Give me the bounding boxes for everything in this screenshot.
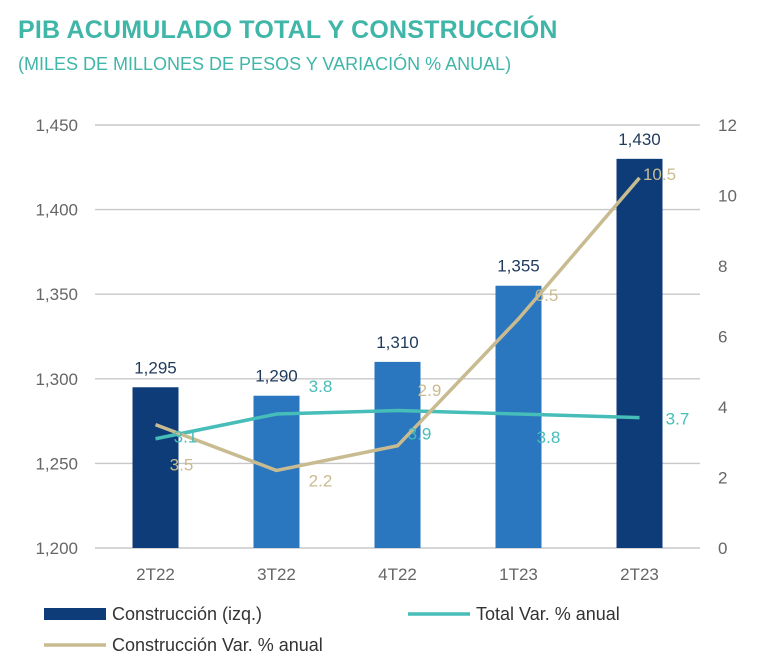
total-var-line-label: 3.9 [408,425,432,444]
total-var-line [155,408,640,441]
category-label: 4T22 [378,565,417,584]
right-tick-label: 6 [718,328,727,347]
bar-value-labels: 1,295 1,290 1,310 1,355 1,430 [134,130,661,386]
total-var-line-label: 3.1 [174,428,198,447]
legend: Construcción (izq.) Total Var. % anual Con… [44,604,620,655]
left-tick-label: 1,250 [35,454,78,473]
bar [616,158,663,548]
bar [374,361,421,548]
bar-value-label: 1,295 [134,358,177,377]
bar-value-label: 1,310 [376,333,419,352]
bar-value-label: 1,290 [255,367,298,386]
right-tick-label: 10 [718,187,737,206]
category-label: 3T22 [257,565,296,584]
bar-value-label: 1,430 [618,130,661,149]
left-tick-label: 1,450 [35,116,78,135]
right-tick-label: 4 [718,398,727,417]
total-var-line-label: 3.8 [309,377,333,396]
right-tick-label: 0 [718,539,727,558]
category-label: 1T23 [499,565,538,584]
category-labels: 2T22 3T22 4T22 1T23 2T23 [136,565,659,584]
variation-lines [154,176,641,473]
left-tick-label: 1,400 [35,201,78,220]
construction-var-line-label: 6.5 [535,286,559,305]
line-value-labels: 3.1 3.8 3.9 3.8 3.7 3.5 2.2 2.9 6.5 10.5 [170,165,690,491]
right-tick-label: 8 [718,257,727,276]
left-tick-label: 1,350 [35,285,78,304]
legend-swatch-bar [44,608,106,620]
legend-label-total: Total Var. % anual [476,604,620,624]
left-axis-ticks: 1,200 1,250 1,300 1,350 1,400 1,450 [35,116,78,558]
category-label: 2T23 [620,565,659,584]
legend-label-construccion-var: Construcción Var. % anual [112,635,323,655]
chart-subtitle: (MILES DE MILLONES DE PESOS Y VARIACIÓN … [18,54,512,74]
construction-var-line-label: 10.5 [643,165,676,184]
construction-var-line [154,176,641,473]
bar [495,285,542,548]
construction-var-line-label: 2.9 [418,381,442,400]
total-var-line-label: 3.8 [537,428,561,447]
legend-label-construccion: Construcción (izq.) [112,604,262,624]
left-tick-label: 1,300 [35,370,78,389]
bar-value-label: 1,355 [497,257,540,276]
construction-var-line-label: 3.5 [170,456,194,475]
right-tick-label: 12 [718,116,737,135]
construction-bars [132,158,663,548]
chart-title: PIB ACUMULADO TOTAL Y CONSTRUCCIÓN [18,16,558,44]
right-tick-label: 2 [718,469,727,488]
category-label: 2T22 [136,565,175,584]
right-axis-ticks: 0 2 4 6 8 10 12 [718,116,737,558]
total-var-line-label: 3.7 [666,410,690,429]
bar [132,387,179,548]
construction-var-line-label: 2.2 [309,471,333,490]
left-tick-label: 1,200 [35,539,78,558]
